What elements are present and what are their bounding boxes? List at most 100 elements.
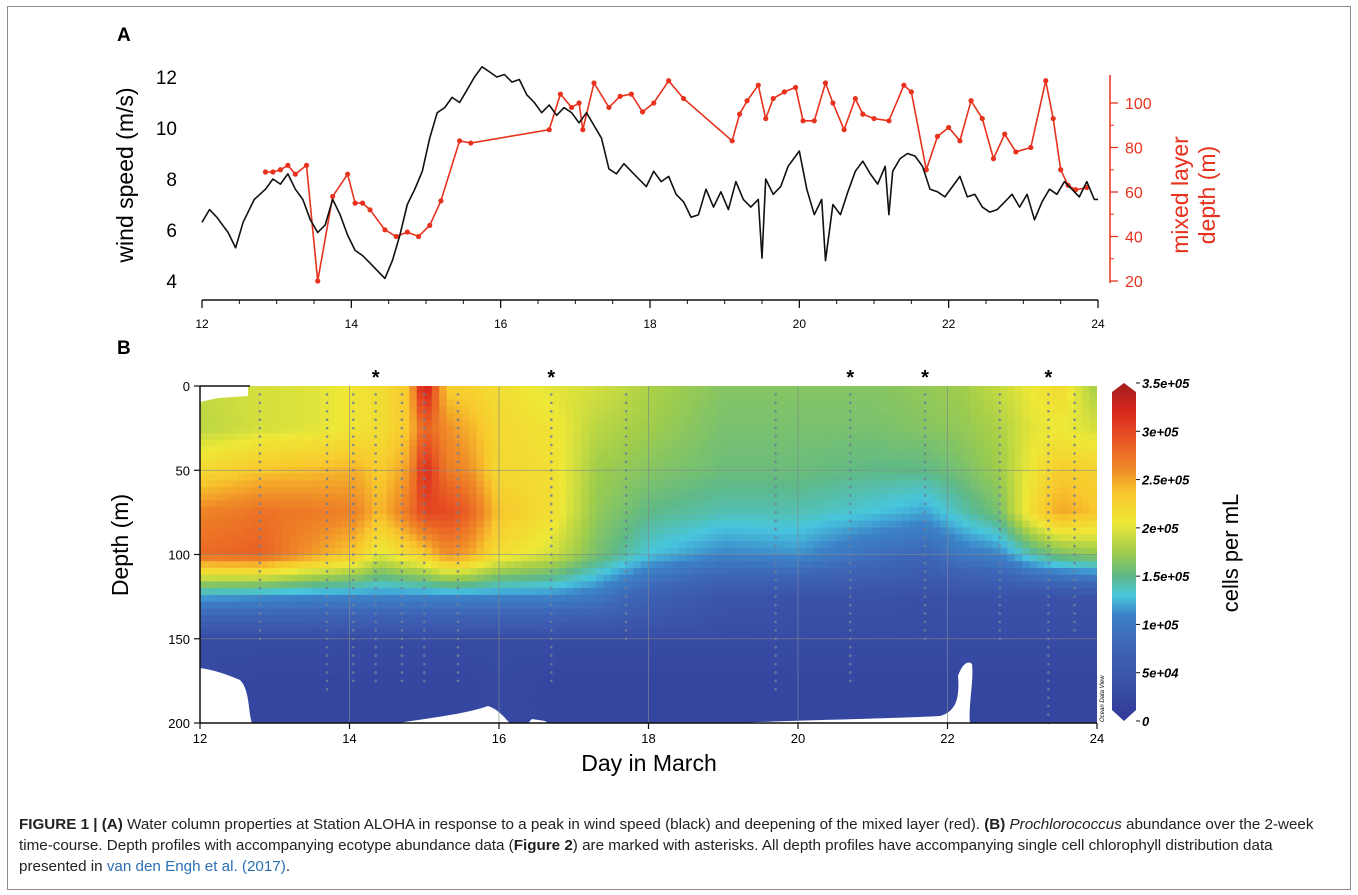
heatmap-cell bbox=[229, 567, 238, 576]
heatmap-cell bbox=[753, 608, 762, 616]
heatmap-cell bbox=[588, 514, 597, 522]
heatmap-cell bbox=[700, 419, 709, 428]
heatmap-cell bbox=[401, 655, 410, 663]
heatmap-cell bbox=[835, 439, 844, 448]
heatmap-cell bbox=[342, 527, 351, 535]
heatmap-cell bbox=[476, 392, 485, 401]
heatmap-cell bbox=[327, 581, 336, 589]
heatmap-cell bbox=[783, 648, 792, 657]
heatmap-cell bbox=[416, 386, 425, 394]
heatmap-cell bbox=[626, 581, 635, 589]
heatmap-cell bbox=[611, 527, 620, 535]
heatmap-cell bbox=[499, 392, 508, 401]
heatmap-cell bbox=[902, 399, 911, 407]
heatmap-cell bbox=[558, 675, 567, 684]
heatmap-cell bbox=[603, 696, 612, 704]
heatmap-cell bbox=[558, 534, 567, 542]
heatmap-cell bbox=[685, 581, 694, 589]
heatmap-cell bbox=[566, 493, 575, 502]
heatmap-cell bbox=[857, 615, 866, 623]
heatmap-cell bbox=[491, 541, 500, 549]
heatmap-cell bbox=[872, 567, 881, 576]
heatmap-cell bbox=[558, 716, 567, 723]
heatmap-cell bbox=[543, 662, 552, 670]
heatmap-cell bbox=[603, 716, 612, 723]
heatmap-cell bbox=[663, 439, 672, 448]
heatmap-cell bbox=[581, 621, 590, 630]
heatmap-cell bbox=[259, 716, 268, 723]
heatmap-cell bbox=[678, 419, 687, 428]
heatmap-cell bbox=[252, 594, 261, 603]
heatmap-cell bbox=[708, 439, 717, 448]
heatmap-cell bbox=[820, 675, 829, 684]
heatmap-cell bbox=[244, 541, 253, 549]
heatmap-cell bbox=[693, 547, 702, 556]
heatmap-cell bbox=[685, 520, 694, 529]
heatmap-cell bbox=[738, 675, 747, 684]
heatmap-cell bbox=[895, 399, 904, 407]
heatmap-cell bbox=[469, 507, 478, 515]
heatmap-cell bbox=[312, 554, 321, 562]
heatmap-cell bbox=[581, 493, 590, 502]
heatmap-cell bbox=[917, 534, 926, 542]
heatmap-cell bbox=[760, 669, 769, 677]
heatmap-cell bbox=[805, 541, 814, 549]
heatmap-cell bbox=[745, 574, 754, 583]
heatmap-cell bbox=[850, 500, 859, 508]
heatmap-cell bbox=[798, 460, 807, 468]
heatmap-cell bbox=[783, 574, 792, 583]
heatmap-cell bbox=[371, 574, 380, 583]
heatmap-cell bbox=[386, 412, 395, 421]
heatmap-cell bbox=[768, 621, 777, 630]
heatmap-cell bbox=[626, 426, 635, 434]
heatmap-cell bbox=[394, 399, 403, 407]
heatmap-cell bbox=[476, 588, 485, 596]
heatmap-cell bbox=[409, 689, 418, 697]
heatmap-cell bbox=[730, 507, 739, 515]
heatmap-cell bbox=[880, 709, 889, 717]
heatmap-cell bbox=[252, 392, 261, 401]
heatmap-cell bbox=[304, 547, 313, 556]
heatmap-cell bbox=[566, 534, 575, 542]
heatmap-cell bbox=[551, 574, 560, 583]
heatmap-cell bbox=[274, 561, 283, 569]
heatmap-cell bbox=[304, 500, 313, 508]
heatmap-cell bbox=[543, 709, 552, 717]
heatmap-cell bbox=[648, 662, 657, 670]
heatmap-cell bbox=[723, 662, 732, 670]
heatmap-cell bbox=[521, 419, 530, 428]
heatmap-cell bbox=[805, 696, 814, 704]
heatmap-cell bbox=[588, 547, 597, 556]
heatmap-cell bbox=[850, 527, 859, 535]
heatmap-cell bbox=[394, 581, 403, 589]
heatmap-cell bbox=[558, 439, 567, 448]
heatmap-cell bbox=[626, 500, 635, 508]
heatmap-cell bbox=[446, 527, 455, 535]
heatmap-cell bbox=[790, 406, 799, 414]
heatmap-cell bbox=[648, 493, 657, 502]
heatmap-cell bbox=[910, 662, 919, 670]
heatmap-cell bbox=[581, 682, 590, 690]
heatmap-cell bbox=[267, 433, 276, 441]
heatmap-cell bbox=[431, 648, 440, 657]
heatmap-cell bbox=[790, 453, 799, 461]
heatmap-cell bbox=[282, 574, 291, 583]
heatmap-cell bbox=[229, 615, 238, 623]
heatmap-cell bbox=[708, 453, 717, 461]
heatmap-cell bbox=[910, 406, 919, 414]
heatmap-cell bbox=[865, 554, 874, 562]
heatmap-cell bbox=[244, 446, 253, 454]
heatmap-cell bbox=[738, 662, 747, 670]
heatmap-cell bbox=[491, 527, 500, 535]
heatmap-cell bbox=[259, 514, 268, 522]
heatmap-cell bbox=[738, 655, 747, 663]
heatmap-cell bbox=[715, 460, 724, 468]
heatmap-cell bbox=[820, 507, 829, 515]
heatmap-cell bbox=[207, 500, 216, 508]
heatmap-cell bbox=[678, 696, 687, 704]
heatmap-cell bbox=[618, 460, 627, 468]
heatmap-cell bbox=[670, 581, 679, 589]
heatmap-cell bbox=[902, 500, 911, 508]
heatmap-cell bbox=[633, 608, 642, 616]
heatmap-cell bbox=[267, 642, 276, 650]
